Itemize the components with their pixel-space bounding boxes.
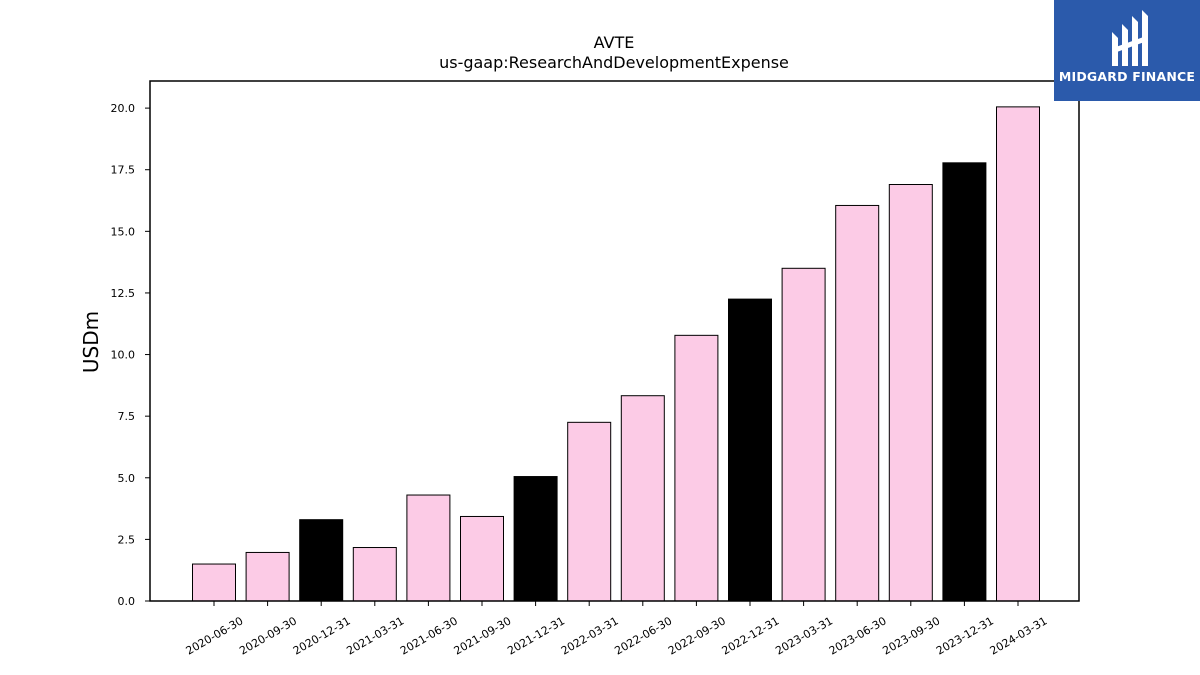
- y-tick-label: 5.0: [118, 472, 136, 485]
- y-tick-label: 2.5: [118, 533, 136, 546]
- chart-title: AVTE: [594, 33, 635, 52]
- x-axis: 2020-06-302020-09-302020-12-312021-03-31…: [184, 601, 1050, 658]
- x-tick-label: 2023-06-30: [827, 614, 889, 657]
- bar-2020-06-30: [192, 563, 236, 602]
- bar-2021-09-30: [460, 515, 504, 602]
- x-tick-label: 2022-12-31: [720, 614, 782, 657]
- bar-2020-12-31: [299, 519, 344, 602]
- y-tick-label: 7.5: [118, 410, 136, 423]
- x-tick-label: 2021-09-30: [452, 614, 514, 657]
- x-tick-label: 2021-03-31: [344, 614, 406, 657]
- y-axis-label: USDm: [79, 311, 103, 373]
- bar-2023-06-30: [835, 204, 880, 602]
- bar-2023-03-31: [781, 267, 826, 602]
- bar-2023-09-30: [888, 184, 933, 602]
- bar-2021-06-30: [406, 494, 451, 602]
- bar-2024-03-31: [996, 106, 1040, 602]
- x-tick-label: 2021-12-31: [505, 614, 567, 657]
- x-tick-label: 2023-03-31: [773, 614, 835, 657]
- chart-subtitle: us-gaap:ResearchAndDevelopmentExpense: [439, 53, 789, 72]
- bar-2022-09-30: [674, 334, 719, 602]
- bar-2022-03-31: [567, 421, 612, 602]
- x-tick-label: 2021-06-30: [398, 614, 460, 657]
- x-tick-label: 2023-12-31: [934, 614, 996, 657]
- bar-2021-12-31: [513, 476, 558, 602]
- midgard-finance-logo: MIDGARD FINANCE: [1054, 0, 1200, 101]
- x-tick-label: 2024-03-31: [988, 614, 1050, 657]
- bar-2022-06-30: [620, 395, 665, 602]
- bar-2021-03-31: [352, 547, 397, 602]
- y-tick-label: 0.0: [118, 595, 136, 608]
- x-tick-label: 2020-09-30: [237, 614, 299, 657]
- bars-group: [192, 106, 1040, 602]
- plot-frame: [149, 80, 1080, 602]
- y-tick-label: 17.5: [111, 164, 136, 177]
- x-tick-label: 2020-06-30: [184, 614, 246, 657]
- x-tick-label: 2022-09-30: [666, 614, 728, 657]
- logo-mark-icon: [1112, 10, 1148, 66]
- y-tick-label: 12.5: [111, 287, 136, 300]
- x-tick-label: 2022-03-31: [559, 614, 621, 657]
- logo-text: MIDGARD FINANCE: [1058, 69, 1196, 84]
- x-tick-label: 2022-06-30: [612, 614, 674, 657]
- y-tick-label: 15.0: [111, 225, 136, 238]
- bar-2022-12-31: [728, 298, 772, 602]
- bar-2020-09-30: [245, 551, 290, 602]
- y-axis: 0.0 2.5 5.0 7.5 10.0 12.5 15.0 17.5 20.0: [111, 102, 150, 608]
- y-tick-label: 20.0: [111, 102, 136, 115]
- x-tick-label: 2020-12-31: [291, 614, 353, 657]
- bar-2023-12-31: [942, 162, 987, 602]
- x-tick-label: 2023-09-30: [880, 614, 942, 657]
- y-tick-label: 10.0: [111, 349, 136, 362]
